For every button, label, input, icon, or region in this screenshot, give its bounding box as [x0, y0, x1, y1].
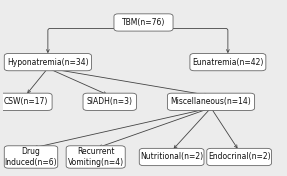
- Text: Hyponatremia(n=34): Hyponatremia(n=34): [7, 58, 89, 67]
- FancyBboxPatch shape: [83, 93, 137, 110]
- FancyBboxPatch shape: [4, 146, 58, 168]
- FancyBboxPatch shape: [167, 93, 255, 110]
- FancyBboxPatch shape: [66, 146, 125, 168]
- Text: CSW(n=17): CSW(n=17): [3, 97, 48, 106]
- FancyBboxPatch shape: [190, 54, 266, 71]
- Text: SIADH(n=3): SIADH(n=3): [87, 97, 133, 106]
- FancyBboxPatch shape: [4, 54, 92, 71]
- FancyBboxPatch shape: [139, 148, 204, 166]
- Text: Nutritional(n=2): Nutritional(n=2): [140, 152, 203, 162]
- Text: TBM(n=76): TBM(n=76): [122, 18, 165, 27]
- FancyBboxPatch shape: [114, 14, 173, 31]
- FancyBboxPatch shape: [0, 93, 52, 110]
- Text: Recurrent
Vomiting(n=4): Recurrent Vomiting(n=4): [68, 147, 124, 166]
- Text: Endocrinal(n=2): Endocrinal(n=2): [208, 152, 270, 162]
- FancyBboxPatch shape: [207, 148, 272, 166]
- Text: Drug
Induced(n=6): Drug Induced(n=6): [5, 147, 57, 166]
- Text: Eunatremia(n=42): Eunatremia(n=42): [192, 58, 263, 67]
- Text: Miscellaneous(n=14): Miscellaneous(n=14): [171, 97, 251, 106]
